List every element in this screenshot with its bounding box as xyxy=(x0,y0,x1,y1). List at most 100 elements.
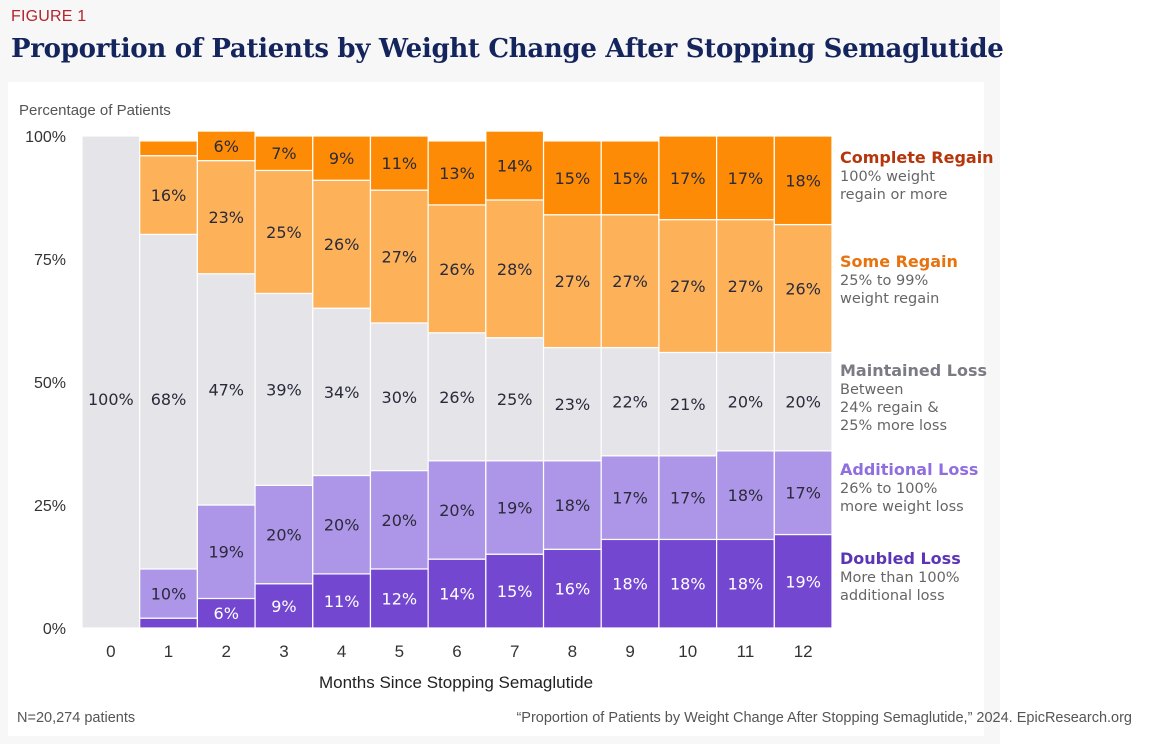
bar-segment xyxy=(716,450,775,541)
data-label: 47% xyxy=(208,380,244,399)
bar-segment xyxy=(716,351,775,452)
bar-segment xyxy=(139,140,198,157)
bar-segment xyxy=(369,135,429,191)
x-tick-label: 7 xyxy=(510,642,519,661)
data-label: 12% xyxy=(382,589,418,608)
bar-segment xyxy=(312,179,372,309)
bar-segment xyxy=(196,160,256,275)
bar-segment xyxy=(485,199,545,339)
bar-segment xyxy=(485,460,545,555)
legend-some-regain: Some Regain 25% to 99% weight regain xyxy=(840,252,958,308)
data-label: 9% xyxy=(271,597,296,616)
data-label: 23% xyxy=(555,395,591,414)
legend-some-regain-desc: 25% to 99% weight regain xyxy=(840,273,940,307)
data-label: 7% xyxy=(271,144,296,163)
x-tick-label: 4 xyxy=(337,642,346,661)
bar-segment xyxy=(254,135,314,172)
x-tick-label: 10 xyxy=(678,642,697,661)
data-label: 18% xyxy=(785,171,821,190)
bar-segment xyxy=(600,455,660,541)
bar-segment xyxy=(369,322,429,472)
bar-segment xyxy=(254,484,314,585)
data-label: 20% xyxy=(382,511,418,530)
legend-additional-loss-name: Additional Loss xyxy=(840,460,979,479)
data-label: 18% xyxy=(612,575,648,594)
bar-segment xyxy=(658,351,718,457)
bar-segment xyxy=(427,558,487,629)
legend-maintained-loss-name: Maintained Loss xyxy=(840,361,988,380)
bar-segment xyxy=(658,135,718,221)
bar-segment xyxy=(542,460,602,550)
bar-segment xyxy=(542,548,602,629)
bar-segment xyxy=(254,583,314,629)
data-label: 18% xyxy=(555,496,591,515)
data-label: 25% xyxy=(497,390,533,409)
bar-segment xyxy=(427,460,487,560)
bar-segment xyxy=(542,346,602,462)
bar-segment xyxy=(427,140,487,206)
bar-segment xyxy=(600,140,660,216)
bar-segment xyxy=(196,597,256,629)
data-label: 19% xyxy=(497,498,533,517)
bar-segment xyxy=(196,273,256,506)
legend-doubled-loss: Doubled Loss More than 100% additional l… xyxy=(840,549,961,605)
bar-segment xyxy=(716,538,775,629)
bar-segment xyxy=(196,130,256,162)
data-label: 34% xyxy=(324,383,360,402)
y-tick-label: 100% xyxy=(25,129,66,146)
data-label: 27% xyxy=(382,248,418,267)
footer-source: “Proportion of Patients by Weight Change… xyxy=(516,710,1132,726)
data-label: 20% xyxy=(728,393,764,412)
legend-complete-regain-name: Complete Regain xyxy=(840,148,994,167)
data-label: 20% xyxy=(439,501,475,520)
bar-segment xyxy=(542,140,602,216)
x-tick-label: 1 xyxy=(164,642,173,661)
x-tick-label: 6 xyxy=(452,642,461,661)
data-label: 26% xyxy=(324,235,360,254)
legend-complete-regain-desc: 100% weight regain or more xyxy=(840,169,948,203)
legend-additional-loss-desc: 26% to 100% more weight loss xyxy=(840,481,964,515)
data-label: 17% xyxy=(670,489,706,508)
data-label: 68% xyxy=(151,390,187,409)
bar-segment xyxy=(773,351,833,452)
x-tick-label: 11 xyxy=(737,642,755,661)
bar-segment xyxy=(139,617,198,629)
bar-segment xyxy=(773,450,833,536)
data-label: 16% xyxy=(151,186,187,205)
bar-segment xyxy=(716,135,775,221)
data-label: 20% xyxy=(266,526,302,545)
bar-segment xyxy=(312,573,372,629)
bar-segment xyxy=(81,135,141,629)
bar-segment xyxy=(369,568,429,629)
bars-group: 100% 10% 68% 16% 6% 19% 47% 23% 6% 9% 20% 39% 25% 7% 1… xyxy=(81,130,833,629)
y-axis-label: Percentage of Patients xyxy=(19,102,171,119)
data-label: 6% xyxy=(214,137,239,156)
data-label: 23% xyxy=(208,208,244,227)
x-tick-label: 0 xyxy=(106,642,115,661)
data-label: 21% xyxy=(670,395,706,414)
footer-sample-size: N=20,274 patients xyxy=(17,710,136,726)
x-tick-label: 2 xyxy=(221,642,230,661)
bar-segment xyxy=(369,469,429,570)
data-label: 14% xyxy=(497,157,533,176)
data-label: 26% xyxy=(785,280,821,299)
data-label: 20% xyxy=(785,393,821,412)
x-tick-label: 9 xyxy=(625,642,634,661)
legend-maintained-loss-desc: Between 24% regain & 25% more loss xyxy=(840,382,948,434)
bar-segment xyxy=(254,169,314,295)
data-label: 19% xyxy=(208,543,244,562)
data-label: 18% xyxy=(728,575,764,594)
data-label: 27% xyxy=(728,277,764,296)
data-label: 15% xyxy=(555,169,591,188)
x-axis-ticks: 0 1 2 3 4 5 6 7 8 9 10 11 12 xyxy=(106,642,813,661)
data-label: 11% xyxy=(324,592,360,611)
legend-complete-regain: Complete Regain 100% weight regain or mo… xyxy=(840,148,994,204)
data-label: 14% xyxy=(439,585,475,604)
data-label: 6% xyxy=(214,604,239,623)
bar-segment xyxy=(196,504,256,600)
bar-segment xyxy=(773,135,833,226)
bar-segment xyxy=(369,189,429,324)
data-label: 27% xyxy=(555,272,591,291)
legend-maintained-loss: Maintained Loss Between 24% regain & 25%… xyxy=(840,361,987,435)
